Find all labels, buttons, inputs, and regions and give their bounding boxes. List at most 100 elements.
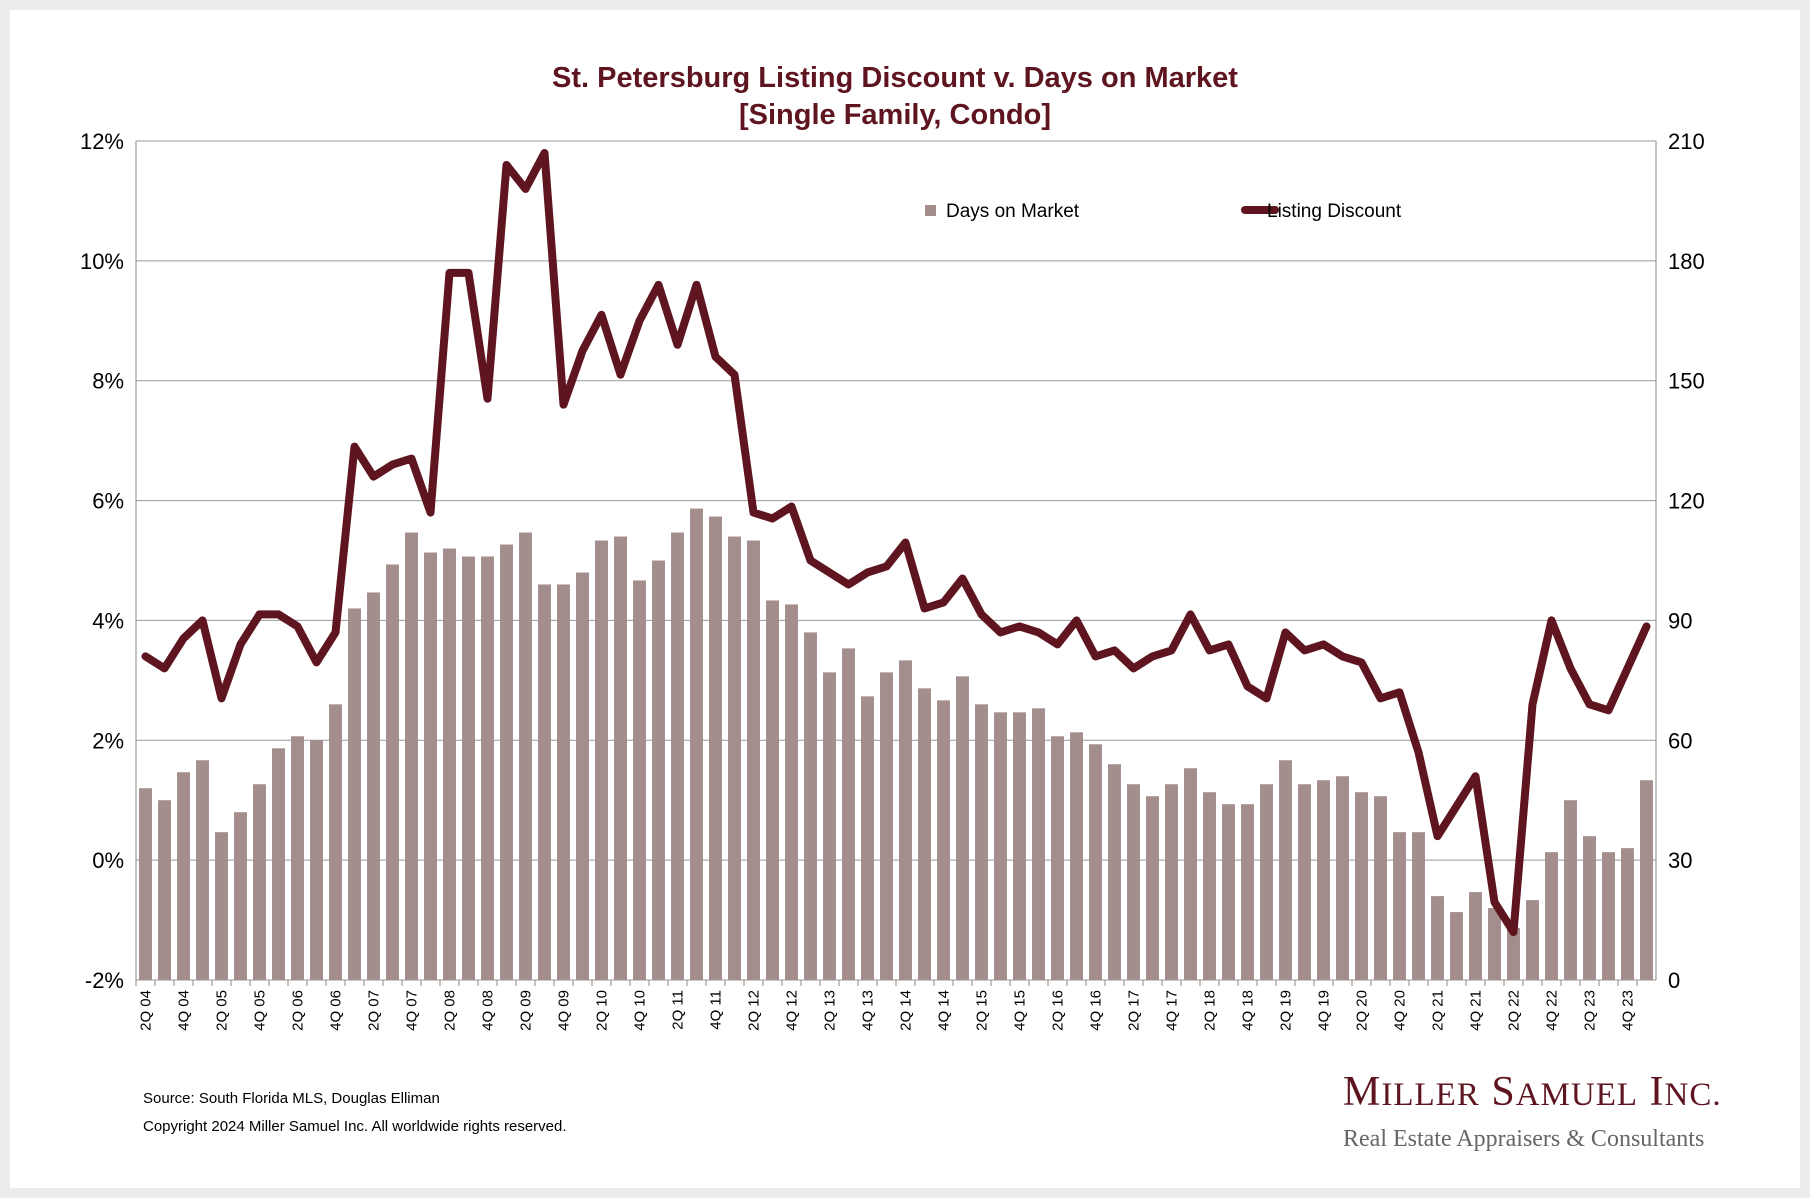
left-axis-tick-label: 8% xyxy=(92,369,124,394)
logo-tagline: Real Estate Appraisers & Consultants xyxy=(1343,1126,1704,1152)
left-axis-tick-label: 0% xyxy=(92,848,124,873)
bar-days-on-market xyxy=(500,544,513,980)
bar-days-on-market xyxy=(956,676,969,980)
x-tick-label: 2Q 22 xyxy=(1506,990,1523,1031)
x-tick-label: 2Q 09 xyxy=(518,990,535,1031)
bar-days-on-market xyxy=(1469,892,1482,980)
bar-days-on-market xyxy=(804,632,817,980)
right-axis-tick-label: 60 xyxy=(1668,728,1692,753)
x-tick-label: 4Q 18 xyxy=(1240,990,1257,1031)
bar-days-on-market xyxy=(443,548,456,980)
x-tick-label: 2Q 06 xyxy=(290,990,307,1031)
x-tick-label: 4Q 13 xyxy=(860,990,877,1031)
bar-days-on-market xyxy=(519,532,532,980)
bar-days-on-market xyxy=(1165,784,1178,980)
x-tick-label: 2Q 14 xyxy=(898,990,915,1031)
bar-days-on-market xyxy=(1393,832,1406,980)
x-tick-label: 4Q 06 xyxy=(328,990,345,1031)
miller-samuel-logo: MILLER SAMUEL INC. Real Estate Appraiser… xyxy=(1343,1069,1722,1152)
x-tick-label: 4Q 12 xyxy=(784,990,801,1031)
right-axis-tick-label: 30 xyxy=(1668,848,1692,873)
x-tick-label: 4Q 17 xyxy=(1164,990,1181,1031)
x-tick-label: 2Q 11 xyxy=(670,990,687,1030)
chart: St. Petersburg Listing Discount v. Days … xyxy=(80,62,1722,1152)
bar-days-on-market xyxy=(367,592,380,980)
bar-days-on-market xyxy=(1507,928,1520,980)
bar-days-on-market xyxy=(690,508,703,980)
right-axis-tick-label: 180 xyxy=(1668,249,1705,274)
bar-days-on-market xyxy=(785,604,798,980)
left-axis-tick-label: 6% xyxy=(92,489,124,514)
x-tick-label: 2Q 04 xyxy=(138,990,155,1031)
x-tick-label: 2Q 19 xyxy=(1278,990,1295,1031)
bar-days-on-market xyxy=(1317,780,1330,980)
bar-days-on-market xyxy=(348,608,361,980)
left-axis-tick-label: 2% xyxy=(92,728,124,753)
bar-days-on-market xyxy=(1450,912,1463,980)
bar-days-on-market xyxy=(918,688,931,980)
bar-days-on-market xyxy=(1602,852,1615,980)
x-tick-label: 4Q 10 xyxy=(632,990,649,1031)
bar-days-on-market xyxy=(291,736,304,980)
bar-days-on-market xyxy=(1298,784,1311,980)
bar-days-on-market xyxy=(633,580,646,980)
bar-days-on-market xyxy=(766,600,779,980)
right-axis-tick-label: 150 xyxy=(1668,369,1705,394)
bar-days-on-market xyxy=(747,540,760,980)
bar-days-on-market xyxy=(1431,896,1444,980)
x-tick-label: 4Q 14 xyxy=(936,990,953,1031)
bar-days-on-market xyxy=(1070,732,1083,980)
x-tick-label: 2Q 15 xyxy=(974,990,991,1031)
right-axis-tick-label: 0 xyxy=(1668,968,1680,993)
x-tick-label: 4Q 04 xyxy=(176,990,193,1031)
bar-days-on-market xyxy=(975,704,988,980)
bar-days-on-market xyxy=(1013,712,1026,980)
bar-days-on-market xyxy=(1203,792,1216,980)
x-tick-label: 4Q 08 xyxy=(480,990,497,1031)
logo-name: MILLER SAMUEL INC. xyxy=(1343,1069,1722,1115)
bar-days-on-market xyxy=(462,556,475,980)
bar-days-on-market xyxy=(709,516,722,980)
bar-days-on-market xyxy=(1032,708,1045,980)
bar-days-on-market xyxy=(1374,796,1387,980)
left-axis-tick-label: 4% xyxy=(92,608,124,633)
bar-days-on-market xyxy=(1355,792,1368,980)
bar-days-on-market xyxy=(196,760,209,980)
bar-days-on-market xyxy=(1583,836,1596,980)
x-tick-label: 2Q 17 xyxy=(1126,990,1143,1031)
bar-days-on-market xyxy=(215,832,228,980)
x-tick-label: 4Q 11 xyxy=(708,990,725,1030)
bar-days-on-market xyxy=(1051,736,1064,980)
bar-days-on-market xyxy=(652,560,665,980)
x-tick-label: 4Q 19 xyxy=(1316,990,1333,1031)
bar-days-on-market xyxy=(1279,760,1292,980)
bar-days-on-market xyxy=(1184,768,1197,980)
bar-days-on-market xyxy=(1488,908,1501,980)
x-tick-label: 2Q 23 xyxy=(1582,990,1599,1031)
bar-days-on-market xyxy=(1260,784,1273,980)
bar-days-on-market xyxy=(595,540,608,980)
bar-days-on-market xyxy=(1336,776,1349,980)
bar-days-on-market xyxy=(386,564,399,980)
bar-days-on-market xyxy=(253,784,266,980)
bar-days-on-market xyxy=(1222,804,1235,980)
bar-days-on-market xyxy=(823,672,836,980)
x-tick-label: 2Q 07 xyxy=(366,990,383,1031)
bar-days-on-market xyxy=(1127,784,1140,980)
x-tick-label: 2Q 08 xyxy=(442,990,459,1031)
bar-days-on-market xyxy=(234,812,247,980)
x-tick-label: 2Q 18 xyxy=(1202,990,1219,1031)
bar-days-on-market xyxy=(139,788,152,980)
bar-days-on-market xyxy=(576,572,589,980)
bar-days-on-market xyxy=(424,552,437,980)
right-axis-tick-label: 120 xyxy=(1668,489,1705,514)
bar-days-on-market xyxy=(177,772,190,980)
x-tick-label: 4Q 09 xyxy=(556,990,573,1031)
bar-days-on-market xyxy=(728,536,741,980)
bar-days-on-market xyxy=(405,532,418,980)
source-note: Source: South Florida MLS, Douglas Ellim… xyxy=(143,1090,440,1107)
legend: Days on Market Listing Discount xyxy=(925,201,1402,222)
left-axis-tick-label: -2% xyxy=(85,968,124,993)
chart-subtitle: [Single Family, Condo] xyxy=(739,99,1051,131)
bar-days-on-market xyxy=(1412,832,1425,980)
